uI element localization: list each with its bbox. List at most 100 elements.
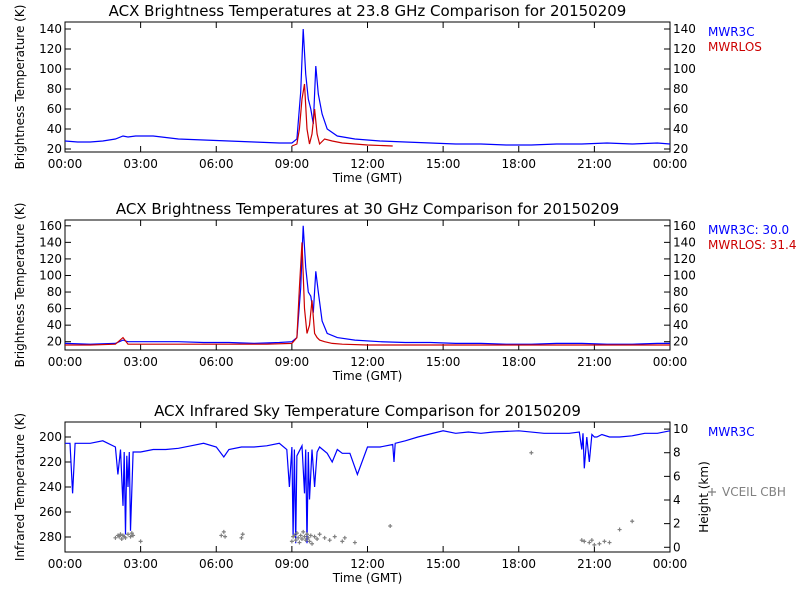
series-line-2 [291,83,393,147]
data-point-cbh [302,534,307,539]
y-tick-label: 120 [39,42,62,56]
x-tick-label: 00:00 [653,355,688,369]
y-tick-label: 120 [39,252,62,266]
data-point-cbh [129,531,134,536]
x-axis-label: Time (GMT) [332,571,403,585]
x-tick-label: 09:00 [275,157,310,171]
y-tick-label: 80 [47,285,62,299]
data-point-cbh [117,534,122,539]
x-tick-label: 12:00 [350,157,385,171]
data-point-cbh [219,533,224,538]
data-point-cbh [352,540,357,545]
y-tick-label: 140 [39,235,62,249]
y2-tick-label: 40 [673,122,688,136]
y2-tick-label: 80 [673,82,688,96]
x-tick-label: 21:00 [577,157,612,171]
x-tick-label: 00:00 [48,557,83,571]
data-point-cbh [529,450,534,455]
y2-tick-label: 100 [673,62,696,76]
data-point-cbh [310,541,315,546]
data-point-cbh [292,533,297,538]
data-point-cbh [602,539,607,544]
series-line-1 [65,225,670,345]
y-tick-label: 240 [39,480,62,494]
x-tick-label: 15:00 [426,557,461,571]
x-tick-label: 21:00 [577,355,612,369]
plot-frame [64,421,671,553]
x-tick-label: 09:00 [275,355,310,369]
data-point-cbh [607,540,612,545]
data-point-cbh [332,534,337,539]
series-line-1 [65,28,670,146]
y2-tick-label: 20 [673,335,688,349]
y2-tick-label: 140 [673,22,696,36]
x-tick-label: 00:00 [653,157,688,171]
y2-axis-label: Height (km) [697,461,711,532]
chart-panel-2: ACX Brightness Temperatures at 30 GHz Co… [13,200,796,383]
y-tick-label: 40 [47,122,62,136]
data-point-cbh [138,539,143,544]
data-point-cbh [131,533,136,538]
y-tick-label: 140 [39,22,62,36]
plot-frame [64,21,671,153]
y2-tick-label: 20 [673,142,688,156]
y-tick-label: 280 [39,530,62,544]
x-tick-label: 00:00 [48,157,83,171]
data-point-cbh [299,537,304,541]
x-tick-label: 09:00 [275,557,310,571]
data-point-cbh [221,529,226,534]
y2-tick-label: 120 [673,252,696,266]
data-point-cbh [123,535,128,540]
x-tick-label: 18:00 [501,355,536,369]
data-point-cbh [597,541,602,546]
data-point-cbh [239,535,244,540]
y-tick-label: 40 [47,318,62,332]
y-tick-label: 100 [39,62,62,76]
y-tick-label: 160 [39,219,62,233]
data-point-cbh [305,532,309,537]
chart-title: ACX Brightness Temperatures at 30 GHz Co… [116,200,619,218]
data-point-cbh [293,538,298,543]
y2-tick-label: 80 [673,285,688,299]
y2-tick-label: 6 [673,469,681,483]
data-point-cbh [289,539,294,544]
y-axis-label: Brightness Temperature (K) [13,203,27,368]
y2-tick-label: 160 [673,219,696,233]
y2-tick-label: 0 [673,540,681,554]
x-tick-label: 00:00 [48,355,83,369]
data-point-cbh [630,519,635,524]
plot-area [65,225,670,346]
x-tick-label: 15:00 [426,355,461,369]
legend-entry: MWR3C [708,25,755,39]
data-point-cbh [617,527,622,532]
chart-title: ACX Infrared Sky Temperature Comparison … [154,402,581,420]
x-tick-label: 18:00 [501,557,536,571]
data-point-cbh [126,532,131,537]
data-point-cbh [592,542,597,547]
chart-title: ACX Brightness Temperatures at 23.8 GHz … [109,2,627,20]
y-tick-label: 60 [47,102,62,116]
data-point-cbh [297,540,302,545]
legend-entry: MWR3C [708,425,755,439]
x-tick-label: 15:00 [426,157,461,171]
x-tick-label: 06:00 [199,157,234,171]
data-point-cbh [317,532,322,537]
x-tick-label: 03:00 [123,355,158,369]
chart-panel-3: ACX Infrared Sky Temperature Comparison … [13,402,786,585]
y2-tick-label: 8 [673,446,681,460]
y-tick-label: 20 [47,142,62,156]
x-tick-label: 06:00 [199,355,234,369]
data-point-cbh [388,524,393,528]
y-tick-label: 20 [47,335,62,349]
y-tick-label: 260 [39,505,62,519]
legend-entry: VCEIL CBH [722,485,786,499]
x-tick-label: 03:00 [123,557,158,571]
data-point-cbh [579,538,584,543]
y2-tick-label: 10 [673,422,688,436]
data-point-cbh [342,535,347,540]
data-point-cbh [240,532,245,537]
data-point-cbh [582,539,587,544]
data-point-cbh [340,539,345,544]
y2-tick-label: 60 [673,102,688,116]
